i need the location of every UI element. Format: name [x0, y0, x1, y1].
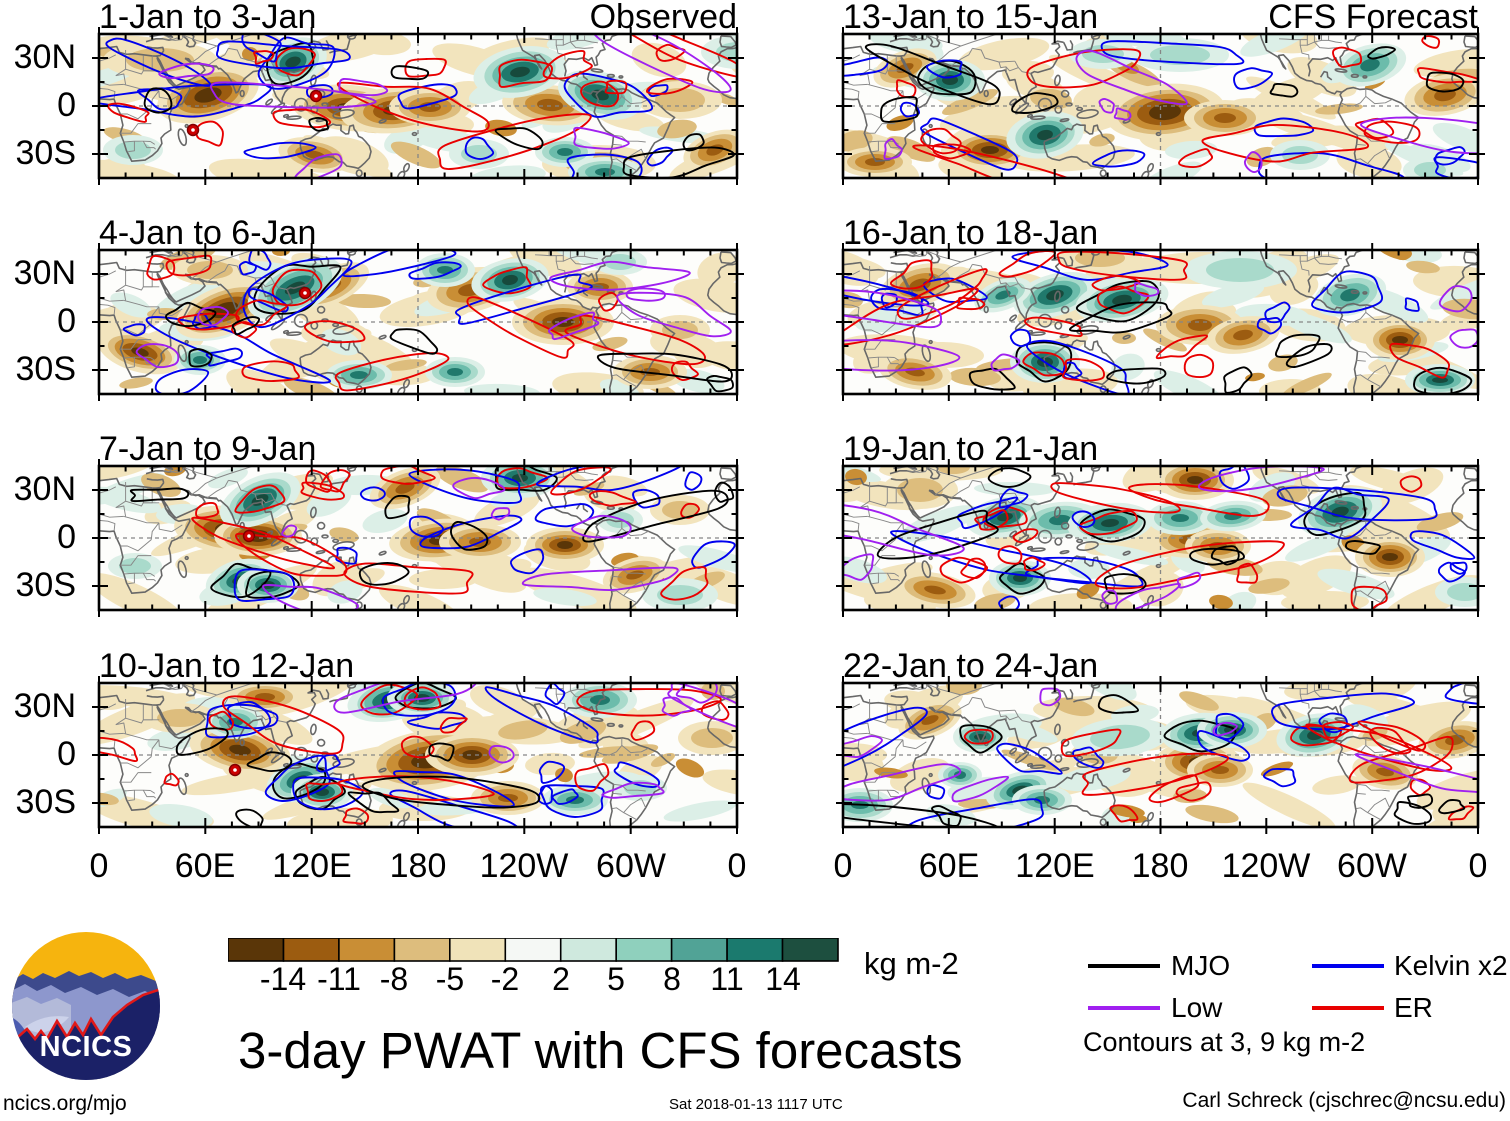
svg-text:NCICS: NCICS	[40, 1031, 133, 1063]
